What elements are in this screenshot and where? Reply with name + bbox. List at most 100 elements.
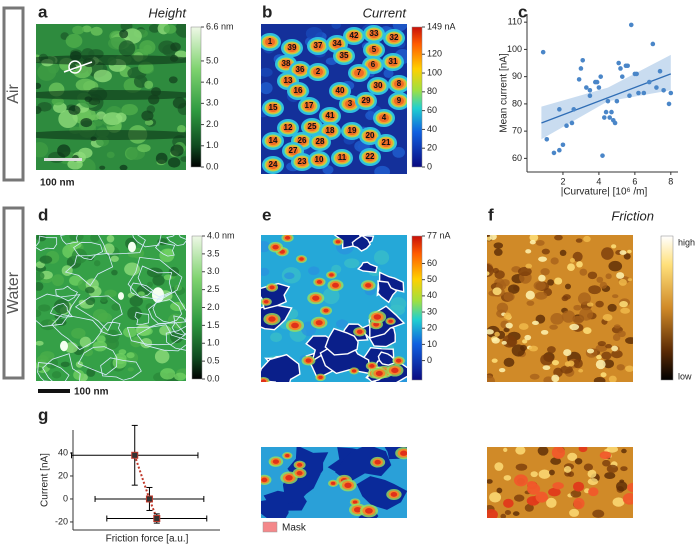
point: [618, 66, 623, 71]
grain-label: 16: [294, 86, 303, 95]
texture: [543, 376, 554, 382]
point: [634, 71, 639, 77]
spot: [296, 470, 303, 476]
point: [557, 107, 562, 112]
texture: [563, 349, 572, 357]
spot: [356, 329, 363, 334]
colorbar-tick-label: 20: [427, 143, 437, 153]
texture: [261, 240, 271, 253]
contour: [165, 325, 186, 351]
fit-line: [541, 73, 672, 124]
point: [145, 495, 153, 503]
point: [569, 120, 575, 126]
afm-image: [487, 235, 633, 382]
point: [551, 150, 557, 156]
texture: [569, 323, 580, 331]
colorbar-tick-label: 100: [427, 67, 442, 77]
afm-image: 1 39 37 34 42 33 32 38 35 5 6 31 36 2 13 7 8 16 40 30 3 29 9 15…: [261, 24, 407, 174]
contour: [351, 235, 372, 252]
grain-label: 4: [382, 113, 387, 122]
texture: [148, 94, 160, 105]
spot: [365, 507, 373, 514]
grain: [389, 34, 399, 42]
grain: [388, 58, 398, 66]
texture: [344, 258, 360, 269]
grain: [315, 138, 325, 146]
texture: [336, 319, 349, 329]
colorbar-tick-label: 120: [427, 49, 442, 59]
x-tick-label: 4: [596, 176, 601, 186]
grain-label: 23: [298, 157, 307, 166]
texture: [100, 295, 108, 303]
spot: [284, 235, 291, 240]
texture: [538, 469, 551, 479]
texture: [612, 294, 619, 299]
y-tick-label: 70: [512, 126, 522, 136]
texture: [551, 374, 560, 382]
x-tick-label: 6: [632, 176, 637, 186]
texture: [550, 457, 562, 465]
panel-label: d: [38, 205, 48, 224]
grain: [369, 46, 379, 54]
texture: [500, 513, 507, 518]
texture: [525, 263, 533, 269]
grain-label: 17: [305, 101, 314, 110]
texture: [51, 97, 64, 106]
grain-label: 12: [284, 123, 293, 132]
texture: [160, 368, 176, 380]
texture: [38, 304, 51, 312]
grain-label: 33: [370, 29, 379, 38]
texture: [487, 329, 494, 335]
texture: [601, 351, 612, 360]
texture: [152, 287, 164, 303]
grain-label: 38: [282, 59, 291, 68]
grain: [373, 82, 383, 90]
texture: [126, 352, 135, 359]
grain-label: 25: [308, 122, 317, 131]
grain: [307, 123, 317, 131]
row-label: Air: [5, 84, 22, 104]
spot: [388, 319, 393, 323]
texture: [573, 358, 583, 369]
texture: [137, 144, 151, 153]
texture: [92, 340, 108, 352]
texture: [547, 346, 556, 354]
marker: [68, 60, 82, 74]
texture: [569, 258, 576, 263]
texture: [93, 69, 112, 83]
texture: [111, 303, 122, 311]
texture: [529, 373, 540, 380]
contour: [36, 293, 81, 327]
point: [596, 85, 602, 90]
grain-label: 5: [372, 45, 377, 54]
texture: [526, 481, 537, 487]
grain: [369, 30, 379, 38]
spot: [400, 450, 407, 456]
grain-label: 37: [314, 41, 323, 50]
grain-label: 41: [326, 111, 335, 120]
texture: [503, 447, 508, 452]
x-tick-label: 8: [668, 176, 673, 186]
texture: [526, 300, 535, 306]
texture: [625, 337, 633, 345]
colorbar-tick-label: 4.0 nm: [207, 230, 235, 240]
texture: [537, 447, 549, 456]
colorbar-tick-label: 50: [427, 274, 437, 284]
texture: [547, 279, 555, 286]
afm-image: [261, 235, 407, 382]
texture: [127, 250, 138, 258]
texture: [110, 255, 119, 262]
colorbar-tick-label: 0.0: [206, 161, 219, 171]
texture: [512, 511, 520, 516]
texture: [493, 242, 503, 249]
spot: [299, 257, 304, 261]
texture: [36, 281, 44, 291]
grain-label: 14: [269, 136, 278, 145]
contour: [36, 235, 58, 251]
contour: [134, 311, 150, 325]
texture: [92, 308, 108, 322]
texture: [127, 306, 142, 321]
texture: [618, 278, 627, 286]
point: [625, 63, 630, 69]
grain: [313, 68, 323, 76]
